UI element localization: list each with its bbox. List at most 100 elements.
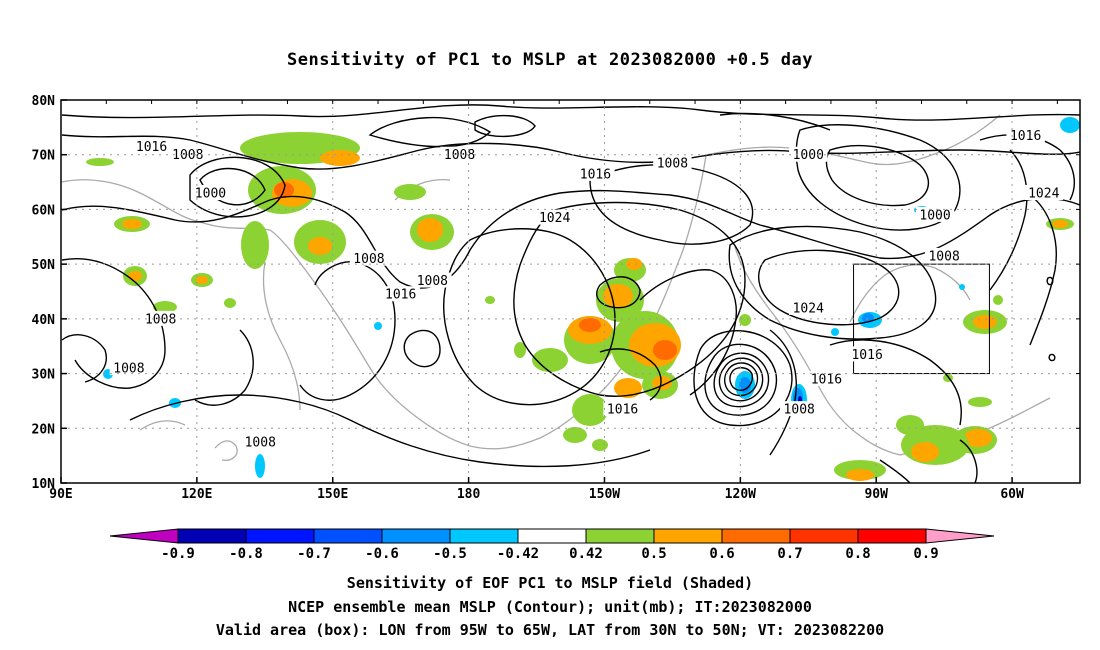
contour-label-bg bbox=[807, 371, 846, 387]
sensitivity-blob bbox=[241, 221, 269, 269]
lat-tick-label: 20N bbox=[32, 422, 56, 437]
contour-label-bg bbox=[109, 360, 149, 376]
sensitivity-blob bbox=[122, 219, 142, 229]
sensitivity-blob bbox=[572, 394, 608, 426]
contour-label: 1008 bbox=[172, 148, 203, 163]
contour-label: 1000 bbox=[919, 208, 950, 223]
mslp-contours bbox=[61, 104, 1080, 483]
contour-label-bg bbox=[789, 299, 828, 315]
contour-label: 1008 bbox=[657, 156, 688, 171]
contour-label-bg bbox=[535, 209, 574, 225]
contour-label: 1008 bbox=[417, 274, 448, 289]
lon-tick-label: 120E bbox=[181, 487, 212, 502]
colorbar-label: -0.5 bbox=[433, 546, 467, 562]
sensitivity-blob bbox=[592, 439, 608, 451]
chart-title: Sensitivity of PC1 to MSLP at 2023082000… bbox=[286, 50, 813, 70]
contour-label-bg bbox=[440, 146, 479, 162]
contour-label-bg bbox=[413, 272, 452, 288]
contour-label: 1016 bbox=[136, 140, 167, 155]
sensitivity-blob bbox=[196, 276, 208, 284]
contour-label: 1008 bbox=[145, 312, 176, 327]
colorbar-segment bbox=[789, 528, 859, 544]
colorbar-label: 0.42 bbox=[569, 546, 603, 562]
sensitivity-blob bbox=[1060, 117, 1080, 133]
sensitivity-blob bbox=[739, 377, 751, 393]
sensitivity-blob bbox=[308, 237, 332, 255]
sensitivity-blob bbox=[603, 284, 633, 308]
colorbar-arrow-max bbox=[925, 528, 995, 544]
sensitivity-blob bbox=[846, 469, 874, 481]
sensitivity-blob bbox=[831, 328, 839, 336]
colorbar-label: 0.7 bbox=[777, 546, 802, 562]
sensitivity-blob bbox=[320, 150, 360, 166]
sensitivity-blob bbox=[374, 322, 382, 330]
sensitivity-blob bbox=[964, 429, 992, 447]
contour-labels: 1016100810001008101610081000101610241000… bbox=[109, 127, 1063, 450]
caption-line-3: Valid area (box): LON from 95W to 65W, L… bbox=[215, 621, 885, 639]
colorbar-label: -0.6 bbox=[365, 546, 399, 562]
contour-label: 1008 bbox=[928, 249, 959, 264]
contour-label: 1008 bbox=[784, 403, 815, 418]
sensitivity-blob bbox=[973, 315, 997, 329]
lat-tick-label: 40N bbox=[32, 313, 56, 328]
lon-tick-label: 180 bbox=[457, 487, 481, 502]
contour-label-bg bbox=[1006, 127, 1045, 143]
sensitivity-blob bbox=[579, 318, 601, 332]
sensitivity-blob bbox=[1052, 220, 1068, 228]
sensitivity-blob bbox=[86, 158, 114, 166]
contour-label: 1016 bbox=[580, 167, 611, 182]
sensitivity-blob bbox=[896, 415, 924, 435]
contour-label: 1024 bbox=[1028, 187, 1059, 202]
lat-tick-label: 10N bbox=[32, 477, 56, 492]
colorbar-label: -0.42 bbox=[497, 546, 539, 562]
contour-label: 1016 bbox=[385, 288, 416, 303]
lat-tick-label: 30N bbox=[32, 368, 56, 383]
coastlines bbox=[61, 114, 1051, 461]
contour-label: 1008 bbox=[353, 252, 384, 267]
contour-label-bg bbox=[847, 346, 887, 362]
map-area: 1016100810001008101610081000101610241000… bbox=[61, 104, 1080, 483]
colorbar-segment bbox=[653, 528, 723, 544]
lat-tick-label: 70N bbox=[32, 149, 56, 164]
contour-label-bg bbox=[603, 401, 642, 417]
contour-label-bg bbox=[780, 401, 819, 417]
sensitivity-blob bbox=[485, 296, 495, 304]
contour-label: 1008 bbox=[245, 435, 276, 450]
sensitivity-blob bbox=[652, 376, 672, 390]
colorbar-segment bbox=[585, 528, 655, 544]
contour-label: 1016 bbox=[851, 348, 882, 363]
contour-label: 1024 bbox=[539, 211, 570, 226]
sensitivity-blob bbox=[653, 340, 677, 360]
caption-line-1: Sensitivity of EOF PC1 to MSLP field (Sh… bbox=[346, 574, 754, 592]
contour-label: 1000 bbox=[793, 148, 824, 163]
colorbar: -0.9 -0.8 -0.7 -0.6 -0.5 -0.42 0.42 0.5 0.6 0.7 0.… bbox=[109, 528, 995, 562]
colorbar-segment bbox=[517, 528, 587, 544]
contour-label-bg bbox=[915, 206, 955, 222]
sensitivity-blob bbox=[563, 427, 587, 443]
colorbar-label: 0.6 bbox=[709, 546, 734, 562]
contour-label: 1008 bbox=[444, 148, 475, 163]
contour-label-bg bbox=[653, 154, 692, 170]
sensitivity-blob bbox=[128, 271, 142, 281]
colorbar-segment bbox=[381, 528, 451, 544]
contour-label-bg bbox=[132, 138, 171, 154]
sensitivity-blob bbox=[417, 218, 443, 242]
sensitivity-blob bbox=[993, 295, 1003, 305]
contour-label: 1000 bbox=[195, 187, 226, 202]
colorbar-label: 0.5 bbox=[641, 546, 666, 562]
colorbar-arrow-min bbox=[109, 528, 179, 544]
colorbar-label: 0.8 bbox=[845, 546, 870, 562]
contour-label: 1024 bbox=[793, 301, 824, 316]
contour-label-bg bbox=[924, 247, 964, 263]
contour-label-bg bbox=[191, 185, 230, 201]
map-frame bbox=[60, 99, 1081, 484]
sensitivity-blob bbox=[739, 314, 751, 326]
contour-label: 1016 bbox=[811, 373, 842, 388]
contour-label: 1008 bbox=[113, 362, 144, 377]
lon-tick-label: 90W bbox=[864, 487, 888, 502]
sensitivity-blob bbox=[514, 342, 526, 358]
graticule bbox=[61, 100, 1080, 483]
contour-label-bg bbox=[241, 433, 280, 449]
